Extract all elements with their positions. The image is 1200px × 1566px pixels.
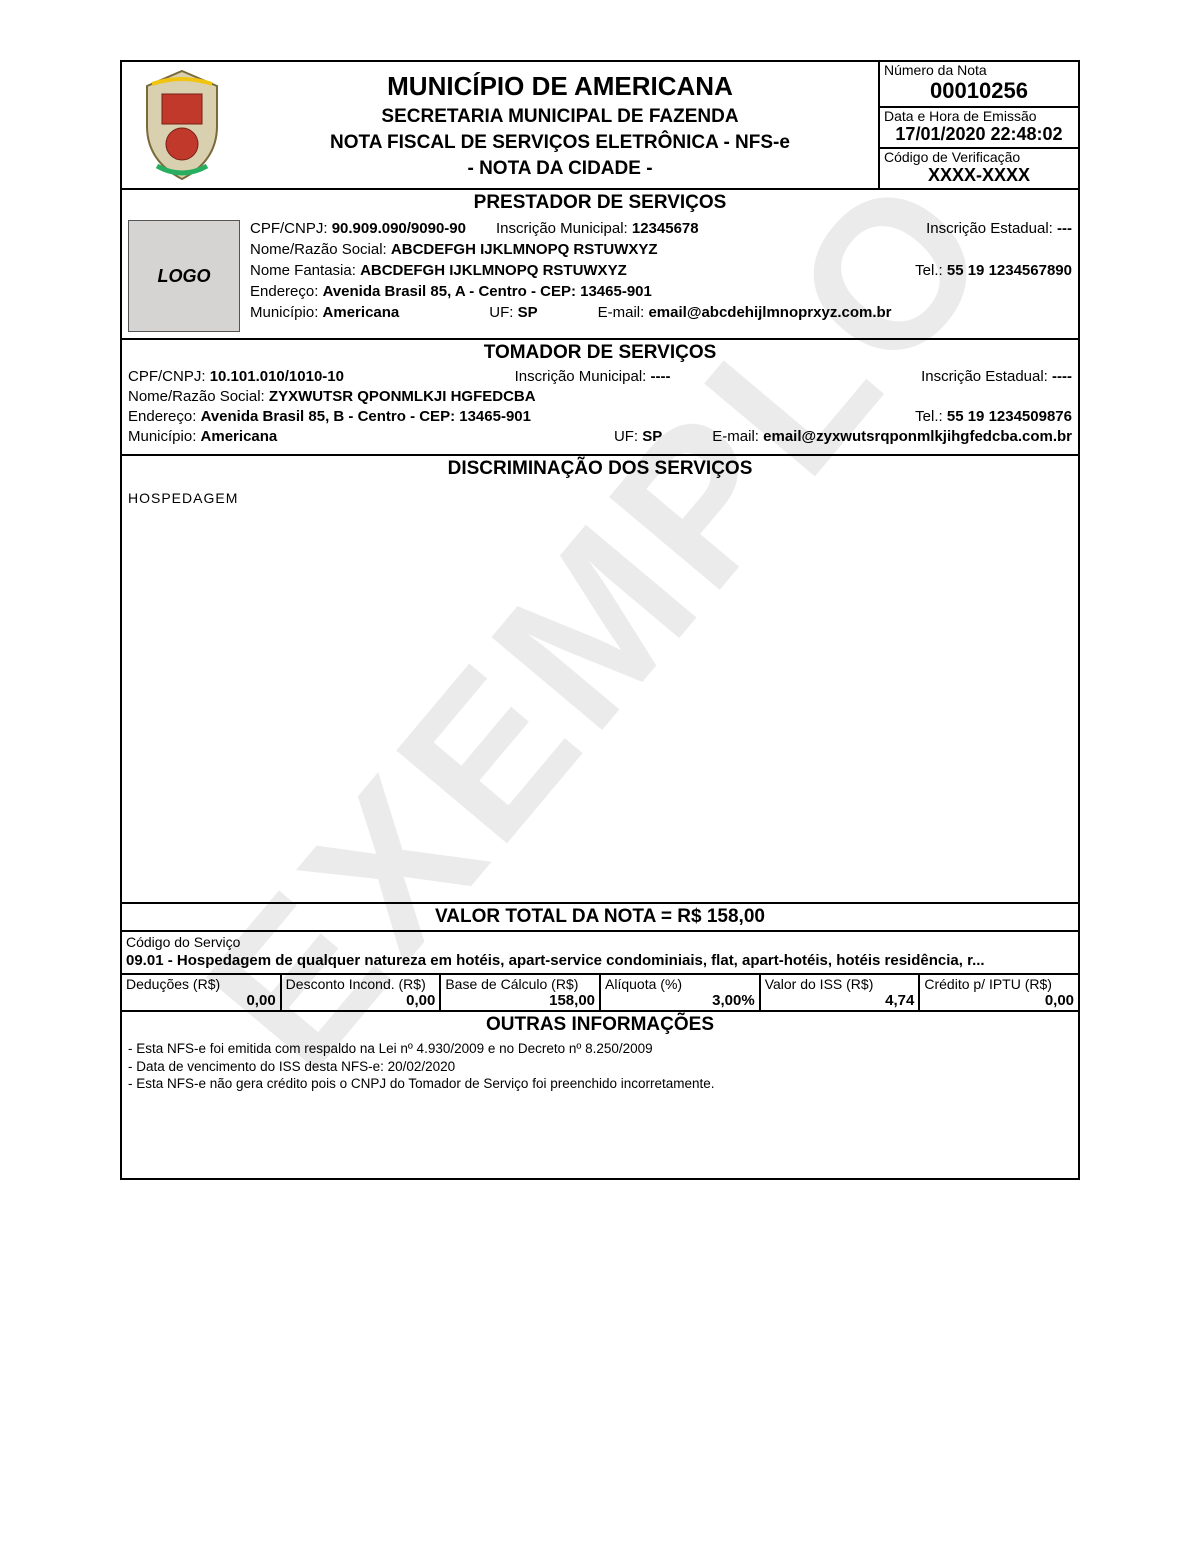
- tomador-razao-label: Nome/Razão Social:: [128, 388, 265, 405]
- municipality-title: MUNICÍPIO DE AMERICANA: [242, 71, 878, 102]
- codigo-text: 09.01 - Hospedagem de qualquer natureza …: [126, 952, 1074, 969]
- calc-desconto: Desconto Incond. (R$) 0,00: [282, 975, 442, 1010]
- prestador-uf-label: UF:: [489, 304, 513, 321]
- tomador-ie-label: Inscrição Estadual:: [921, 368, 1048, 385]
- calc-iss-value: 4,74: [765, 992, 915, 1009]
- discriminacao-text: HOSPEDAGEM: [122, 482, 1078, 902]
- prestador-municipio-label: Município:: [250, 304, 318, 321]
- prestador-tel-label: Tel.:: [915, 262, 943, 279]
- note-number-box: Número da Nota 00010256: [880, 62, 1078, 108]
- meta-cell: Número da Nota 00010256 Data e Hora de E…: [878, 62, 1078, 188]
- tomador-section: TOMADOR DE SERVIÇOS CPF/CNPJ: 10.101.010…: [122, 340, 1078, 456]
- tomador-uf: SP: [642, 428, 662, 445]
- outras-section: OUTRAS INFORMAÇÕES - Esta NFS-e foi emit…: [122, 1012, 1078, 1178]
- calc-desconto-value: 0,00: [286, 992, 436, 1009]
- codigo-label: Código do Serviço: [126, 934, 1074, 950]
- tomador-endereco: Avenida Brasil 85, B - Centro - CEP: 134…: [201, 408, 531, 425]
- tomador-cpf: 10.101.010/1010-10: [210, 368, 344, 385]
- tomador-cpf-label: CPF/CNPJ:: [128, 368, 206, 385]
- doc-type-title: NOTA FISCAL DE SERVIÇOS ELETRÔNICA - NFS…: [242, 132, 878, 154]
- calc-iss-label: Valor do ISS (R$): [765, 976, 915, 992]
- discriminacao-section: DISCRIMINAÇÃO DOS SERVIÇOS HOSPEDAGEM VA…: [122, 456, 1078, 932]
- logo-placeholder: LOGO: [128, 220, 240, 332]
- prestador-im: 12345678: [632, 220, 699, 237]
- emission-label: Data e Hora de Emissão: [884, 108, 1074, 124]
- prestador-fantasia-label: Nome Fantasia:: [250, 262, 356, 279]
- header-row: MUNICÍPIO DE AMERICANA SECRETARIA MUNICI…: [122, 62, 1078, 190]
- crest-cell: [122, 62, 242, 188]
- prestador-im-label: Inscrição Municipal:: [496, 220, 628, 237]
- calc-deducoes-label: Deduções (R$): [126, 976, 276, 992]
- calc-base-value: 158,00: [445, 992, 595, 1009]
- outras-line-2: - Data de vencimento do ISS desta NFS-e:…: [128, 1058, 1072, 1076]
- prestador-section: PRESTADOR DE SERVIÇOS LOGO CPF/CNPJ: 90.…: [122, 190, 1078, 340]
- tomador-tel: 55 19 1234509876: [947, 408, 1072, 425]
- tomador-email-label: E-mail:: [712, 428, 759, 445]
- tomador-title: TOMADOR DE SERVIÇOS: [122, 340, 1078, 366]
- calc-deducoes-value: 0,00: [126, 992, 276, 1009]
- prestador-tel: 55 19 1234567890: [947, 262, 1072, 279]
- doc-subtitle: - NOTA DA CIDADE -: [242, 158, 878, 180]
- calc-credito: Crédito p/ IPTU (R$) 0,00: [920, 975, 1078, 1010]
- prestador-body: LOGO CPF/CNPJ: 90.909.090/9090-90 Inscri…: [122, 216, 1078, 338]
- prestador-endereco: Avenida Brasil 85, A - Centro - CEP: 134…: [323, 283, 652, 300]
- prestador-title: PRESTADOR DE SERVIÇOS: [122, 190, 1078, 216]
- prestador-endereco-label: Endereço:: [250, 283, 318, 300]
- calc-aliquota-label: Alíquota (%): [605, 976, 755, 992]
- verification-box: Código de Verificação XXXX-XXXX: [880, 149, 1078, 188]
- outras-line-3: - Esta NFS-e não gera crédito pois o CNP…: [128, 1075, 1072, 1093]
- tomador-body: CPF/CNPJ: 10.101.010/1010-10 Inscrição M…: [122, 366, 1078, 454]
- calc-aliquota: Alíquota (%) 3,00%: [601, 975, 761, 1010]
- prestador-fields: CPF/CNPJ: 90.909.090/9090-90 Inscrição M…: [250, 220, 1072, 332]
- tomador-municipio-label: Município:: [128, 428, 196, 445]
- discriminacao-title: DISCRIMINAÇÃO DOS SERVIÇOS: [122, 456, 1078, 482]
- total-line: VALOR TOTAL DA NOTA = R$ 158,00: [122, 902, 1078, 930]
- tomador-email: email@zyxwutsrqponmlkjihgfedcba.com.br: [763, 428, 1072, 445]
- prestador-email-label: E-mail:: [598, 304, 645, 321]
- note-number-value: 00010256: [884, 78, 1074, 104]
- tomador-tel-label: Tel.:: [915, 408, 943, 425]
- calc-iss: Valor do ISS (R$) 4,74: [761, 975, 921, 1010]
- calc-deducoes: Deduções (R$) 0,00: [122, 975, 282, 1010]
- outras-body: - Esta NFS-e foi emitida com respaldo na…: [122, 1038, 1078, 1178]
- calc-credito-value: 0,00: [924, 992, 1074, 1009]
- verification-label: Código de Verificação: [884, 149, 1074, 165]
- outras-line-1: - Esta NFS-e foi emitida com respaldo na…: [128, 1040, 1072, 1058]
- title-cell: MUNICÍPIO DE AMERICANA SECRETARIA MUNICI…: [242, 62, 878, 188]
- calc-credito-label: Crédito p/ IPTU (R$): [924, 976, 1074, 992]
- prestador-razao: ABCDEFGH IJKLMNOPQ RSTUWXYZ: [391, 241, 658, 258]
- tomador-im-label: Inscrição Municipal:: [515, 368, 647, 385]
- prestador-ie-label: Inscrição Estadual:: [926, 220, 1053, 237]
- prestador-fantasia: ABCDEFGH IJKLMNOPQ RSTUWXYZ: [360, 262, 627, 279]
- tomador-municipio: Americana: [201, 428, 278, 445]
- codigo-section: Código do Serviço 09.01 - Hospedagem de …: [122, 932, 1078, 975]
- tomador-uf-label: UF:: [614, 428, 638, 445]
- prestador-ie: ---: [1057, 220, 1072, 237]
- prestador-municipio: Americana: [323, 304, 400, 321]
- secretariat-title: SECRETARIA MUNICIPAL DE FAZENDA: [242, 106, 878, 128]
- calc-desconto-label: Desconto Incond. (R$): [286, 976, 436, 992]
- calc-row: Deduções (R$) 0,00 Desconto Incond. (R$)…: [122, 975, 1078, 1012]
- note-number-label: Número da Nota: [884, 62, 1074, 78]
- calc-aliquota-value: 3,00%: [605, 992, 755, 1009]
- prestador-cpf: 90.909.090/9090-90: [332, 220, 466, 237]
- tomador-endereco-label: Endereço:: [128, 408, 196, 425]
- prestador-cpf-label: CPF/CNPJ:: [250, 220, 328, 237]
- prestador-razao-label: Nome/Razão Social:: [250, 241, 387, 258]
- verification-value: XXXX-XXXX: [884, 165, 1074, 186]
- tomador-razao: ZYXWUTSR QPONMLKJI HGFEDCBA: [269, 388, 536, 405]
- calc-base: Base de Cálculo (R$) 158,00: [441, 975, 601, 1010]
- municipality-crest-icon: [132, 66, 232, 184]
- document-container: MUNICÍPIO DE AMERICANA SECRETARIA MUNICI…: [120, 60, 1080, 1180]
- tomador-im: ----: [651, 368, 671, 385]
- prestador-email: email@abcdehijlmnoprxyz.com.br: [648, 304, 891, 321]
- tomador-ie: ----: [1052, 368, 1072, 385]
- prestador-uf: SP: [518, 304, 538, 321]
- calc-base-label: Base de Cálculo (R$): [445, 976, 595, 992]
- emission-value: 17/01/2020 22:48:02: [884, 124, 1074, 145]
- emission-box: Data e Hora de Emissão 17/01/2020 22:48:…: [880, 108, 1078, 149]
- outras-title: OUTRAS INFORMAÇÕES: [122, 1012, 1078, 1038]
